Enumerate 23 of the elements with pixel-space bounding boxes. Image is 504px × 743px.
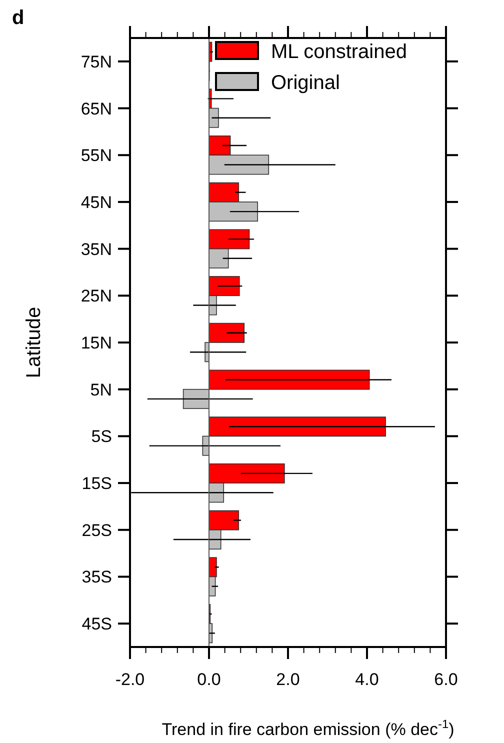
text: d bbox=[12, 7, 24, 29]
y-tick-label: 15N bbox=[80, 334, 112, 352]
x-tick-label: 4.0 bbox=[355, 670, 379, 689]
y-tick-label: 35S bbox=[82, 568, 112, 587]
y-tick-label: 55N bbox=[80, 146, 112, 166]
y-tick-label: 75N bbox=[80, 52, 112, 72]
legend-label: ML constrained bbox=[271, 41, 407, 63]
y-tick-label: 25N bbox=[80, 286, 112, 306]
y-tick-label: 35N bbox=[80, 240, 112, 259]
x-tick-label: -2.0 bbox=[115, 670, 145, 689]
x-tick-label: 2.0 bbox=[276, 670, 300, 689]
y-tick-label: 15S bbox=[82, 474, 112, 494]
y-tick-label: 65N bbox=[80, 99, 112, 118]
y-tick-label: 45N bbox=[80, 192, 112, 212]
y-tick-label: 25S bbox=[82, 520, 112, 540]
x-axis-title: Trend in fire carbon emission (% dec$^{-1}$) bbox=[162, 717, 454, 739]
y-axis-title: Latitude bbox=[23, 306, 45, 378]
y-tick-label: 5N bbox=[90, 380, 112, 400]
x-tick-label: 6.0 bbox=[434, 670, 458, 689]
x-tick-label: 0.0 bbox=[197, 670, 221, 689]
y-tick-label: 45S bbox=[82, 614, 112, 634]
y-tick-label: 5S bbox=[91, 427, 112, 446]
legend-label: Original bbox=[271, 72, 340, 94]
